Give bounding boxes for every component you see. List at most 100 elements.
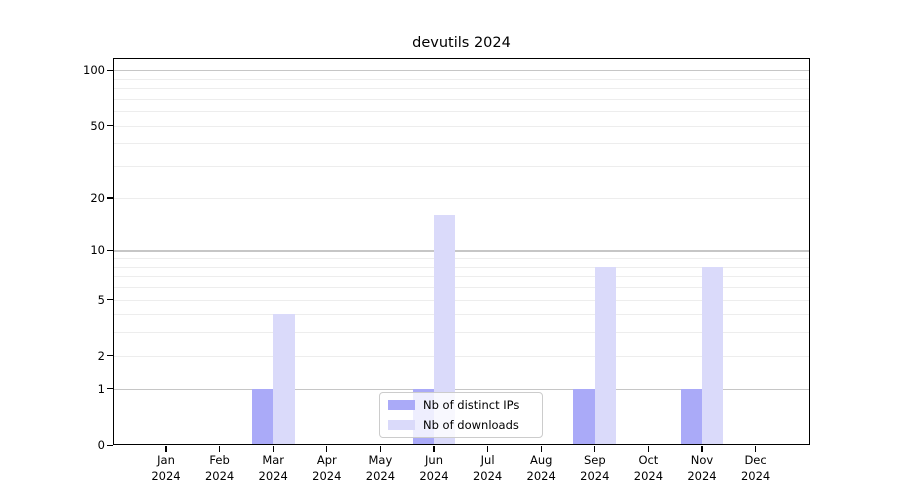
x-tick-month: Mar — [262, 453, 285, 467]
x-tick-label: Sep 2024 — [563, 453, 627, 484]
bar-downloads — [434, 214, 456, 445]
x-tick-year: 2024 — [204, 468, 235, 483]
x-tick-label: Apr 2024 — [295, 453, 359, 484]
y-tick-label: 100 — [83, 63, 105, 78]
minor-gridline — [113, 78, 810, 80]
x-tick-mark — [487, 445, 489, 452]
x-tick-month: Aug — [529, 453, 553, 467]
bar-downloads — [702, 266, 724, 445]
minor-gridline — [113, 355, 810, 357]
x-tick-month: Jan — [157, 453, 175, 467]
x-tick-year: 2024 — [472, 468, 503, 483]
x-tick-label: Jan 2024 — [134, 453, 198, 484]
y-tick-mark — [106, 388, 113, 390]
legend-label: Nb of downloads — [423, 418, 519, 432]
x-tick-label: Feb 2024 — [188, 453, 252, 484]
x-tick-label: Dec 2024 — [724, 453, 788, 484]
x-tick-year: 2024 — [258, 468, 288, 483]
y-tick-mark — [106, 444, 113, 446]
x-tick-year: 2024 — [526, 468, 556, 483]
y-tick-label: 0 — [97, 438, 105, 452]
y-tick-label: 2 — [97, 348, 105, 363]
chart-title: devutils 2024 — [412, 35, 511, 51]
x-tick-year: 2024 — [312, 468, 342, 483]
y-tick-label: 50 — [90, 118, 105, 133]
x-tick-mark — [219, 445, 221, 452]
minor-gridline — [113, 98, 810, 100]
x-tick-month: Feb — [209, 453, 230, 467]
x-tick-year: 2024 — [740, 468, 771, 483]
minor-gridline — [113, 143, 810, 145]
bar-distinct-ips — [573, 388, 595, 445]
minor-gridline — [113, 314, 810, 316]
x-tick-year: 2024 — [365, 468, 396, 483]
y-tick-label: 20 — [90, 190, 105, 205]
x-tick-month: Apr — [316, 453, 337, 467]
x-tick-label: Oct 2024 — [616, 453, 680, 484]
x-tick-month: Nov — [690, 453, 714, 467]
minor-gridline — [113, 258, 810, 260]
x-tick-mark — [165, 445, 167, 452]
plot-area — [113, 58, 810, 445]
x-tick-mark — [540, 445, 542, 452]
x-tick-mark — [379, 445, 381, 452]
x-tick-mark — [594, 445, 596, 452]
bar-distinct-ips — [680, 388, 702, 445]
minor-gridline — [113, 332, 810, 334]
x-tick-year: 2024 — [151, 468, 181, 483]
legend-swatch — [388, 400, 415, 410]
x-tick-label: Jun 2024 — [402, 453, 466, 484]
x-tick-month: Dec — [744, 453, 767, 467]
minor-gridline — [113, 111, 810, 113]
x-tick-month: Jun — [425, 453, 443, 467]
minor-gridline — [113, 166, 810, 168]
major-gridline — [113, 70, 810, 72]
y-tick-mark — [106, 249, 113, 251]
x-tick-mark — [647, 445, 649, 452]
y-tick-label: 10 — [90, 243, 105, 258]
minor-gridline — [113, 125, 810, 127]
minor-gridline — [113, 287, 810, 288]
minor-gridline — [113, 266, 810, 268]
x-tick-month: Oct — [638, 453, 659, 467]
x-tick-month: Sep — [583, 453, 606, 467]
legend: Nb of distinct IPs Nb of downloads — [379, 392, 543, 438]
y-tick-mark — [106, 125, 113, 127]
x-tick-mark — [755, 445, 757, 452]
minor-gridline — [113, 88, 810, 90]
x-tick-label: May 2024 — [348, 453, 412, 484]
x-tick-year: 2024 — [580, 468, 610, 483]
y-tick-mark — [106, 197, 113, 199]
x-tick-label: Nov 2024 — [670, 453, 734, 484]
minor-gridline — [113, 276, 810, 278]
x-tick-year: 2024 — [687, 468, 717, 483]
major-gridline — [113, 250, 810, 252]
legend-label: Nb of distinct IPs — [423, 398, 520, 412]
x-tick-mark — [701, 445, 703, 452]
y-tick-mark — [106, 69, 113, 71]
x-tick-mark — [326, 445, 328, 452]
x-tick-month: May — [368, 453, 393, 467]
y-tick-mark — [106, 299, 113, 301]
x-tick-year: 2024 — [633, 468, 664, 483]
bar-downloads — [273, 314, 295, 445]
bar-distinct-ips — [251, 388, 274, 445]
x-tick-year: 2024 — [419, 468, 449, 483]
minor-gridline — [113, 299, 810, 301]
y-tick-mark — [106, 355, 113, 357]
major-gridline — [113, 388, 810, 390]
y-tick-label: 5 — [97, 292, 105, 307]
legend-swatch — [388, 420, 415, 430]
bar-downloads — [594, 266, 617, 445]
x-tick-mark — [272, 445, 274, 452]
minor-gridline — [113, 197, 810, 199]
x-tick-label: Mar 2024 — [241, 453, 305, 484]
legend-entry: Nb of distinct IPs — [388, 397, 534, 414]
x-tick-label: Aug 2024 — [509, 453, 573, 484]
x-tick-mark — [433, 445, 435, 452]
x-tick-label: Jul 2024 — [456, 453, 520, 484]
legend-entry: Nb of downloads — [388, 417, 534, 434]
x-tick-month: Jul — [480, 453, 495, 467]
y-tick-label: 1 — [97, 381, 105, 396]
